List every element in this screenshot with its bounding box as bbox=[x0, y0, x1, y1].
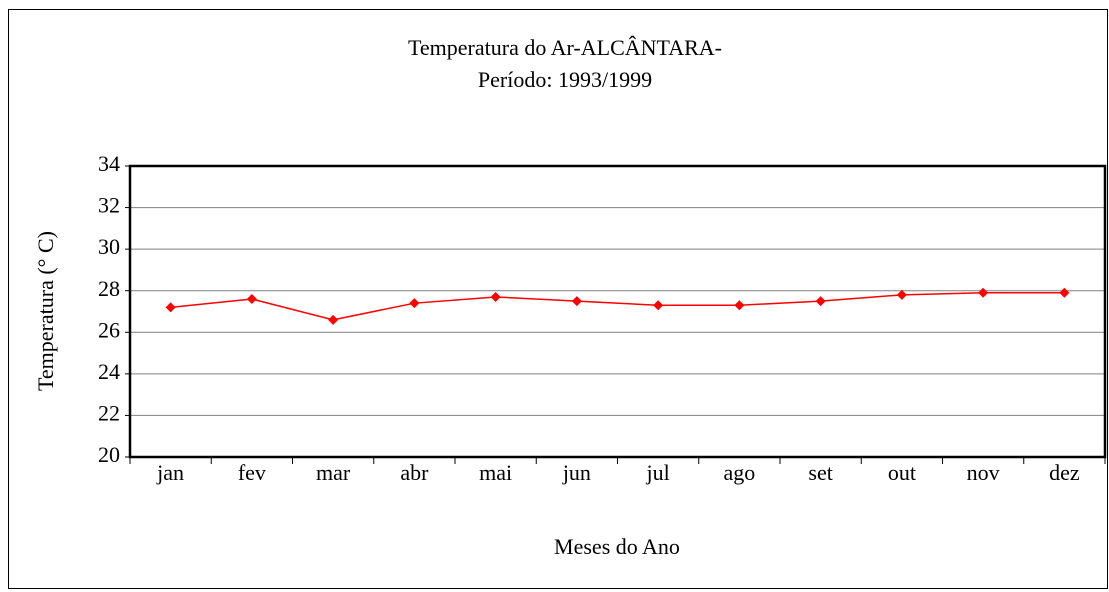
data-point bbox=[734, 300, 745, 311]
x-tick-label: set bbox=[808, 460, 832, 485]
y-tick-label: 26 bbox=[98, 317, 120, 342]
y-tick-label: 28 bbox=[98, 276, 120, 301]
data-point bbox=[571, 296, 582, 307]
data-point bbox=[490, 291, 501, 302]
data-point bbox=[653, 300, 664, 311]
data-point bbox=[328, 314, 339, 325]
y-tick-label: 20 bbox=[98, 442, 120, 467]
x-tick-label: ago bbox=[723, 460, 755, 485]
x-tick-label: abr bbox=[400, 460, 429, 485]
y-tick-label: 22 bbox=[98, 400, 120, 425]
y-tick-label: 32 bbox=[98, 193, 120, 218]
y-tick-label: 24 bbox=[98, 359, 120, 384]
data-point bbox=[978, 287, 989, 298]
data-point bbox=[815, 296, 826, 307]
x-axis-label: Meses do Ano bbox=[554, 534, 680, 559]
data-point bbox=[409, 298, 420, 309]
y-tick-label: 34 bbox=[98, 151, 120, 176]
x-tick-label: nov bbox=[967, 460, 1000, 485]
x-tick-label: jan bbox=[156, 460, 184, 485]
x-tick-label: jul bbox=[646, 460, 670, 485]
x-tick-label: jun bbox=[562, 460, 591, 485]
x-tick-label: dez bbox=[1049, 460, 1080, 485]
data-point bbox=[246, 294, 257, 305]
chart-frame bbox=[8, 9, 1108, 589]
y-tick-label: 30 bbox=[98, 234, 120, 259]
y-axis-label: Temperatura (° C) bbox=[33, 231, 58, 391]
x-tick-label: fev bbox=[238, 460, 266, 485]
x-tick-label: mar bbox=[316, 460, 351, 485]
chart-title: Temperatura do Ar-ALCÂNTARA- bbox=[408, 35, 722, 60]
data-point bbox=[896, 289, 907, 300]
data-point bbox=[165, 302, 176, 313]
x-tick-label: mai bbox=[479, 460, 512, 485]
chart-subtitle: Período: 1993/1999 bbox=[478, 67, 652, 92]
data-point bbox=[1059, 287, 1070, 298]
data-line bbox=[170, 292, 1065, 321]
x-tick-label: out bbox=[888, 460, 916, 485]
